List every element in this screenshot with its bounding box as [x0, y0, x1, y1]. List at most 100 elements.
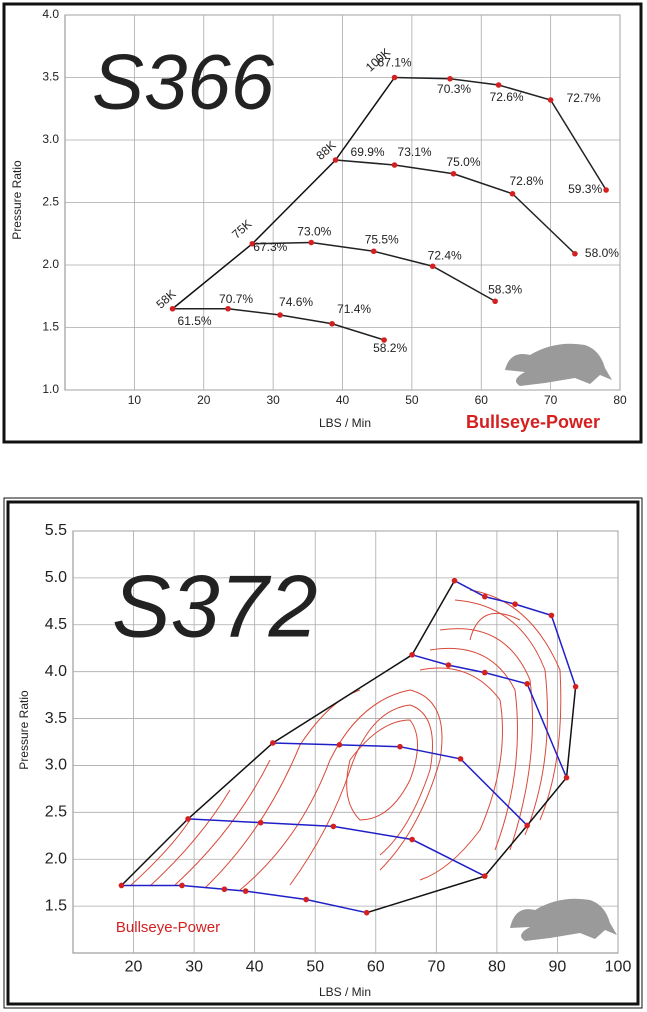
data-point — [524, 822, 530, 829]
efficiency-label: 72.6% — [490, 90, 524, 104]
contour — [174, 759, 271, 886]
chart-title: S366 — [92, 38, 275, 126]
data-point — [397, 743, 403, 750]
x-tick-label: 50 — [306, 959, 324, 976]
efficiency-label: 73.1% — [398, 145, 432, 159]
x-axis-label: LBS / Min — [319, 985, 371, 999]
brand: Bullseye-Power — [116, 919, 220, 936]
efficiency-label: 61.5% — [178, 314, 212, 328]
efficiency-label: 75.5% — [365, 232, 399, 246]
x-axis-label: LBS / Min — [319, 416, 371, 430]
efficiency-label: 72.4% — [428, 248, 462, 262]
data-point — [481, 669, 488, 676]
y-tick-label: 3.5 — [45, 710, 67, 727]
contour — [439, 628, 533, 851]
brand: Bullseye-Power — [466, 412, 600, 432]
data-point — [249, 240, 256, 247]
data-point — [457, 756, 464, 762]
contour — [289, 704, 433, 886]
data-point — [270, 740, 276, 746]
contour — [454, 599, 548, 836]
y-tick-label: 3.5 — [42, 70, 59, 84]
efficiency-label: 72.8% — [509, 174, 543, 188]
data-point — [363, 909, 370, 916]
data-point — [381, 337, 387, 343]
contour — [346, 719, 418, 821]
x-tick-label: 50 — [405, 393, 419, 407]
data-point — [447, 75, 453, 82]
efficiency-label: 73.0% — [297, 225, 331, 239]
data-point — [409, 836, 415, 843]
data-point — [481, 873, 488, 879]
data-point — [409, 651, 415, 658]
efficiency-label: 70.7% — [219, 292, 253, 306]
contour — [129, 819, 191, 887]
y-tick-label: 4.0 — [42, 7, 59, 21]
x-tick-label: 60 — [475, 393, 489, 407]
plot-area — [72, 530, 619, 954]
efficiency-label: 58.3% — [488, 282, 522, 296]
data-point — [277, 312, 283, 318]
brand-logo — [510, 898, 617, 941]
speed-line — [121, 884, 367, 914]
x-tick-label: 80 — [488, 959, 506, 976]
frame-outer — [3, 497, 643, 1009]
frame — [2, 2, 643, 444]
data-point — [429, 263, 436, 270]
x-tick-label: 70 — [427, 959, 445, 976]
data-point — [451, 577, 458, 584]
data-point — [303, 896, 309, 903]
surge-line — [172, 77, 396, 310]
x-tick-label: 90 — [549, 959, 567, 976]
x-tick-label: 80 — [613, 393, 627, 407]
data-point — [572, 683, 579, 690]
data-point — [547, 97, 554, 103]
data-point — [332, 157, 339, 163]
data-point — [495, 82, 502, 88]
data-point — [391, 74, 398, 81]
data-point — [257, 819, 264, 826]
y-tick-label: 2.5 — [42, 195, 59, 209]
data-point — [445, 662, 452, 668]
efficiency-label: 59.3% — [568, 182, 602, 196]
y-axis-label: Pressure Ratio — [17, 690, 31, 770]
data-point — [391, 162, 398, 168]
data-point — [336, 742, 343, 748]
data-point — [179, 882, 185, 889]
data-point — [492, 298, 498, 305]
x-tick-label: 60 — [367, 959, 385, 976]
efficiency-label: 70.3% — [437, 82, 471, 96]
data-point — [330, 823, 337, 830]
data-point — [169, 305, 176, 312]
brand-logo — [505, 343, 612, 386]
y-tick-label: 5.0 — [45, 569, 67, 586]
efficiency-label: 58.2% — [373, 341, 407, 355]
data-point — [572, 250, 578, 257]
efficiency-label: 67.3% — [253, 240, 287, 254]
y-tick-label: 1.0 — [42, 382, 59, 396]
contour — [419, 667, 503, 881]
x-tick-label: 70 — [544, 393, 558, 407]
efficiency-label: 74.6% — [279, 295, 313, 309]
efficiency-label: 67.1% — [378, 56, 412, 70]
x-tick-label: 30 — [266, 393, 280, 407]
y-tick-label: 2.0 — [42, 257, 59, 271]
x-tick-label: 30 — [185, 959, 203, 976]
y-tick-label: 4.0 — [45, 663, 67, 680]
x-tick-label: 20 — [125, 959, 143, 976]
contour — [429, 647, 518, 851]
contour — [149, 789, 231, 887]
data-point — [185, 816, 191, 822]
y-tick-label: 3.0 — [45, 757, 67, 774]
y-tick-label: 1.5 — [42, 320, 59, 334]
data-point — [524, 681, 530, 687]
data-point — [603, 187, 609, 193]
data-point — [242, 888, 249, 894]
data-point — [308, 239, 315, 246]
data-point — [512, 601, 518, 607]
data-point — [450, 170, 457, 177]
y-tick-label: 2.0 — [45, 850, 67, 867]
data-point — [548, 612, 555, 619]
data-point — [370, 248, 377, 255]
